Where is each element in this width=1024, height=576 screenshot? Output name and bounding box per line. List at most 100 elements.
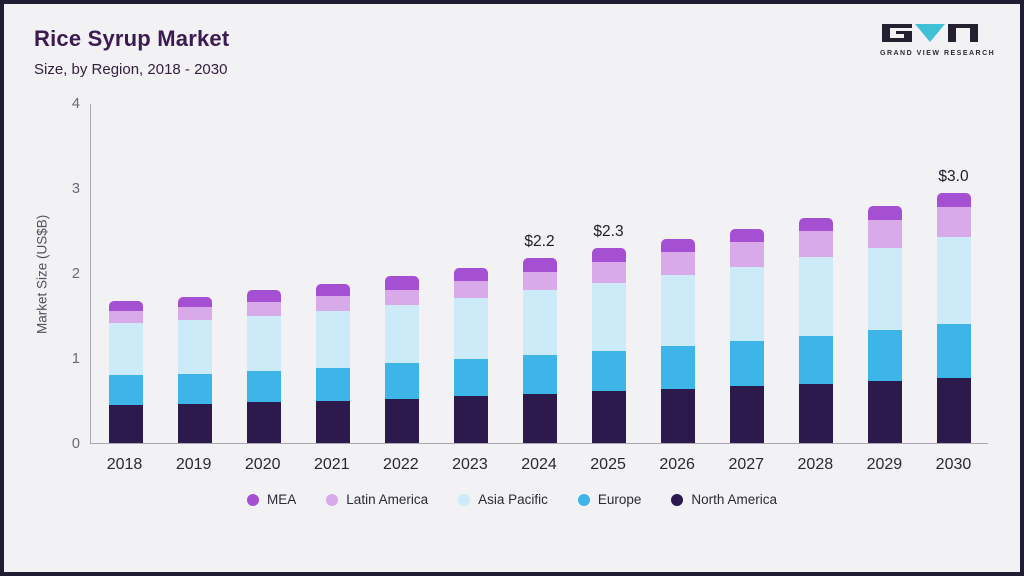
bar-segment-north-america <box>453 396 488 443</box>
bar-segment-north-america <box>591 391 626 443</box>
y-tick-4: 4 <box>71 96 80 112</box>
bar-segment-latin-america <box>384 289 419 305</box>
stacked-bar-2023 <box>453 267 488 443</box>
bar-segment-north-america <box>522 393 557 443</box>
y-tick-0: 0 <box>71 436 80 452</box>
legend-item-north-america: North America <box>671 492 777 507</box>
y-axis-ticks: 0 1 2 3 4 <box>54 96 90 452</box>
bar-segment-asia-pacific <box>522 290 557 355</box>
x-axis-label-2021: 2021 <box>313 456 350 473</box>
grand-view-research-logo: GRAND VIEW RESEARCH <box>880 24 996 57</box>
bar-segment-asia-pacific <box>453 298 488 360</box>
x-axis-label-2019: 2019 <box>175 456 212 473</box>
bar-segment-latin-america <box>729 242 764 267</box>
gvr-logo-mark <box>882 24 978 42</box>
bar-column-2019 <box>160 104 229 443</box>
bar-value-label-2025: $2.3 <box>593 223 624 241</box>
legend-dot-mea <box>247 493 260 506</box>
gvr-logo-text: GRAND VIEW RESEARCH <box>880 50 996 57</box>
bar-segment-europe <box>522 354 557 394</box>
bar-segment-asia-pacific <box>591 282 626 351</box>
stacked-bar-2029 <box>867 205 902 443</box>
stacked-bar-2018 <box>108 301 143 443</box>
bar-segment-mea <box>729 228 764 243</box>
bar-segment-mea <box>108 301 143 311</box>
stacked-bar-2026 <box>660 238 695 443</box>
bar-segment-asia-pacific <box>798 257 833 337</box>
bar-segment-asia-pacific <box>246 315 281 371</box>
bar-column-2021 <box>298 104 367 443</box>
bar-segment-asia-pacific <box>729 266 764 342</box>
stacked-bar-2021 <box>315 283 350 443</box>
bar-segment-latin-america <box>798 231 833 258</box>
stacked-bar-2028 <box>798 217 833 443</box>
y-axis-title: Market Size (US$B) <box>34 214 50 334</box>
bar-column-2023 <box>436 104 505 443</box>
stacked-bar-2020 <box>246 290 281 443</box>
x-axis-label-2020: 2020 <box>244 456 281 473</box>
bar-column-2028 <box>781 104 850 443</box>
bar-segment-mea <box>246 290 281 303</box>
chart-legend: MEA Latin America Asia Pacific Europe North … <box>4 492 1020 507</box>
y-tick-3: 3 <box>71 181 80 197</box>
page-title: Rice Syrup Market <box>34 26 230 51</box>
bar-segment-asia-pacific <box>936 237 971 325</box>
bar-segment-europe <box>177 373 212 405</box>
bar-segment-latin-america <box>522 271 557 291</box>
bar-segment-europe <box>108 375 143 405</box>
bar-column-2029 <box>850 104 919 443</box>
bar-segment-asia-pacific <box>660 275 695 346</box>
bar-segment-europe <box>591 350 626 392</box>
bar-segment-europe <box>936 324 971 378</box>
bar-segment-asia-pacific <box>384 304 419 364</box>
bar-segment-north-america <box>729 386 764 443</box>
x-axis-label-2023: 2023 <box>452 456 488 473</box>
page-subtitle: Size, by Region, 2018 - 2030 <box>34 61 228 78</box>
bar-segment-north-america <box>384 398 419 443</box>
bar-segment-latin-america <box>315 296 350 311</box>
bar-value-label-2024: $2.2 <box>524 233 555 251</box>
bar-segment-mea <box>936 193 971 208</box>
bar-segment-europe <box>660 345 695 389</box>
bar-segment-north-america <box>660 388 695 443</box>
bar-segment-north-america <box>246 402 281 443</box>
bar-segment-asia-pacific <box>108 322 143 376</box>
bar-segment-latin-america <box>108 310 143 323</box>
bar-segment-mea <box>453 267 488 282</box>
bar-column-2024: $2.2 <box>505 104 574 443</box>
x-axis-label-2024: 2024 <box>521 456 557 473</box>
x-axis-labels: 2018 2019 2020 2021 2022 2023 2024 2025 2026 2027… <box>90 444 988 480</box>
bar-segment-north-america <box>177 404 212 443</box>
bar-segment-north-america <box>936 377 971 443</box>
bar-segment-mea <box>660 238 695 253</box>
x-axis-label-2029: 2029 <box>866 456 903 473</box>
bar-column-2022 <box>367 104 436 443</box>
bar-segment-north-america <box>108 404 143 443</box>
bar-segment-latin-america <box>177 307 212 321</box>
bar-segment-latin-america <box>591 262 626 283</box>
legend-dot-north-america <box>671 493 684 506</box>
bar-segment-mea <box>522 258 557 272</box>
x-axis-label-2027: 2027 <box>728 456 765 473</box>
bar-segment-north-america <box>867 381 902 443</box>
plot-area: $2.2 $2.3 $3.0 <box>90 104 988 444</box>
x-axis-label-2022: 2022 <box>383 456 419 473</box>
legend-item-europe: Europe <box>577 492 641 507</box>
chart: Market Size (US$B) 0 1 2 3 4 $2.2 $2.3 $3.0 20… <box>30 96 988 480</box>
bar-segment-mea <box>867 205 902 221</box>
legend-dot-europe <box>577 493 590 506</box>
y-tick-1: 1 <box>71 351 80 367</box>
bar-segment-mea <box>798 217 833 232</box>
header: Rice Syrup Market Size, by Region, 2018 … <box>4 4 1020 78</box>
stacked-bar-2022 <box>384 276 419 443</box>
bar-segment-europe <box>729 341 764 387</box>
y-tick-2: 2 <box>71 266 80 282</box>
stacked-bar-2024 <box>522 258 557 443</box>
legend-item-latin-america: Latin America <box>326 492 428 507</box>
x-axis-label-2018: 2018 <box>106 456 143 473</box>
bar-segment-latin-america <box>660 252 695 276</box>
legend-item-asia-pacific: Asia Pacific <box>458 492 548 507</box>
bar-column-2027 <box>712 104 781 443</box>
legend-label-latin-america: Latin America <box>346 492 429 507</box>
